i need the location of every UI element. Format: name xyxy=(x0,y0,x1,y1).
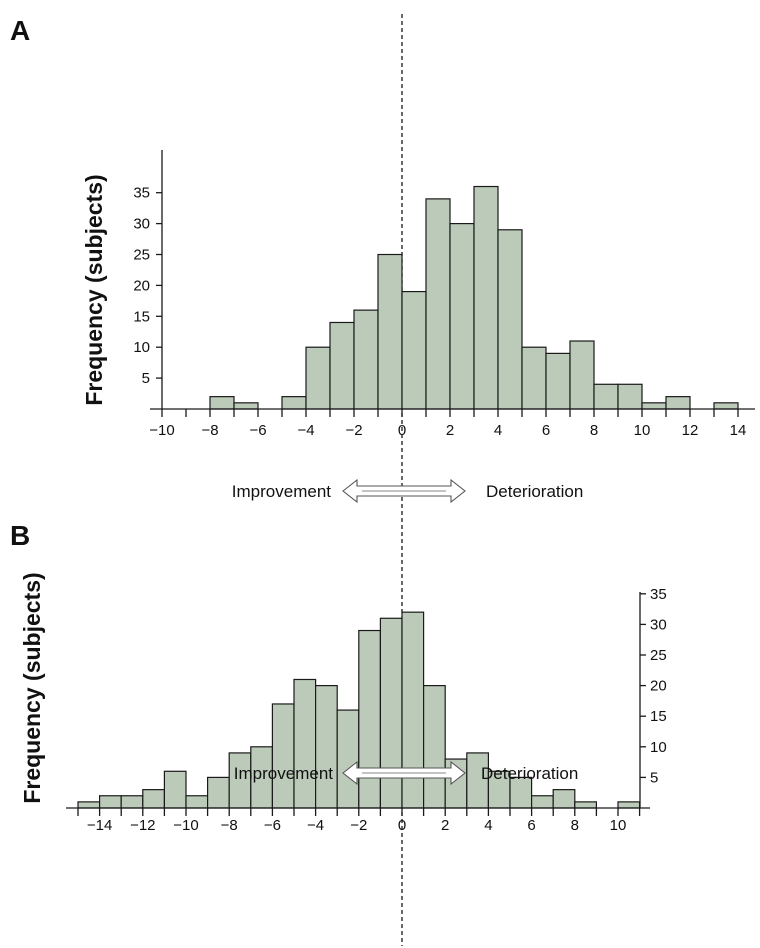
panel-b-y-tick-label: 15 xyxy=(650,708,667,725)
panel-a-x-tick-label: −2 xyxy=(345,422,362,439)
panel-a-y-tick-label: 5 xyxy=(142,370,150,387)
panel-a-bar xyxy=(497,229,523,410)
panel-a-bar xyxy=(281,396,307,410)
panel-b-bar xyxy=(358,629,381,809)
panel-a-bar xyxy=(449,223,475,410)
panel-a-x-tick-label: 6 xyxy=(542,422,550,439)
panel-b-bar xyxy=(401,611,425,809)
panel-b-x-tick-label: 8 xyxy=(571,817,579,834)
panel-b-bar xyxy=(142,789,166,809)
panel-b-bar xyxy=(120,795,144,809)
panel-a-y-tick-label: 30 xyxy=(133,216,150,233)
panel-b-y-tick-label: 20 xyxy=(650,678,667,695)
panel-a-x-tick-label: −8 xyxy=(201,422,218,439)
panel-a-bar xyxy=(305,346,331,410)
panel-a-y-tick-label: 20 xyxy=(133,277,150,294)
panel-a-bar xyxy=(593,383,619,410)
panel-b-y-tick-label: 5 xyxy=(650,769,658,786)
panel-a-bar xyxy=(545,352,571,410)
panel-b-bar xyxy=(336,709,360,809)
panel-a-bar xyxy=(521,346,547,410)
panel-a: A Frequency (subjects) −10 −8 −6 −4 −2 0 2 4 6 8 1… xyxy=(10,15,755,504)
panel-a-bar xyxy=(401,290,427,410)
panel-b-x-tick-label: −14 xyxy=(87,817,112,834)
panel-b-x-tick-label: −8 xyxy=(221,817,238,834)
panel-b-bar xyxy=(207,776,230,809)
panel-a-x-tick-label: 8 xyxy=(590,422,598,439)
panel-a-x-tick-label: 2 xyxy=(446,422,454,439)
panel-b-x-tick-label: −10 xyxy=(173,817,198,834)
panel-a-x-tick-label: 14 xyxy=(730,422,747,439)
panel-a-x-tick-label: 0 xyxy=(398,422,406,439)
panel-b-bar xyxy=(530,795,554,809)
panel-b-bar xyxy=(379,617,403,809)
panel-b-x-tick-label: 2 xyxy=(441,817,449,834)
panel-a-axes: −10−8−6−4−202468101214165101520253035 xyxy=(133,150,755,439)
panel-a-bars xyxy=(209,185,739,410)
panel-a-bar xyxy=(233,402,259,410)
panel-a-bar xyxy=(329,321,355,410)
panel-a-bar xyxy=(209,396,235,410)
panel-a-letter: A xyxy=(10,15,30,46)
panel-a-ylabel: Frequency (subjects) xyxy=(81,174,107,405)
panel-a-improvement-label: Improvement xyxy=(232,482,331,501)
panel-b-bar xyxy=(617,801,641,809)
panel-a-bar xyxy=(713,402,739,410)
panel-a-x-tick-label: 12 xyxy=(682,422,699,439)
panel-b-y-tick-label: 30 xyxy=(650,616,667,633)
panel-b-bar xyxy=(423,684,446,809)
panel-b-bar xyxy=(185,795,209,809)
panel-b-bar xyxy=(293,678,317,809)
panel-a-x-tick-label: −4 xyxy=(297,422,314,439)
panel-a-deterioration-label: Deterioration xyxy=(486,482,583,501)
panel-b-x-tick-label: 6 xyxy=(527,817,535,834)
panel-b-y-tick-label: 10 xyxy=(650,739,667,756)
panel-b-axes: −14 −12 −10 −8 −6 −4 −2 0 2 4 6 8 10 5 10 15 20 25 30 35 xyxy=(66,586,667,834)
panel-b-bar xyxy=(315,684,338,809)
panel-b-deterioration-label: Deterioration xyxy=(481,764,578,783)
panel-a-bar xyxy=(641,402,667,410)
panel-b-bar xyxy=(98,795,122,809)
panel-a-x-tick-label: −6 xyxy=(249,422,266,439)
panel-b-bar xyxy=(552,789,576,809)
panel-b-x-tick-label: −6 xyxy=(264,817,281,834)
panel-a-y-tick-label: 25 xyxy=(133,247,150,264)
panel-a-x-tick-label: −10 xyxy=(149,422,174,439)
panel-b-letter: B xyxy=(10,520,30,551)
panel-b-bar xyxy=(271,703,295,809)
panel-a-x-tick-label: 10 xyxy=(634,422,651,439)
panel-b-y-tick-label: 35 xyxy=(650,586,667,603)
panel-b-ylabel: Frequency (subjects) xyxy=(19,572,45,803)
panel-b-improvement-label: Improvement xyxy=(234,764,333,783)
panel-b-bar xyxy=(574,801,597,809)
panel-a-x-tick-label: 4 xyxy=(494,422,502,439)
panel-a-bar xyxy=(353,309,379,410)
panel-a-bar xyxy=(569,340,595,410)
panel-b-x-tick-label: 0 xyxy=(398,817,406,834)
panel-b-x-tick-label: −4 xyxy=(307,817,324,834)
panel-a-bar xyxy=(377,253,403,410)
panel-b-bars xyxy=(77,611,641,809)
panel-a-bar xyxy=(473,185,499,410)
panel-b-bar xyxy=(163,770,187,809)
panel-b: B Frequency (subjects) −14 −12 −10 −8 −6 −4 −2… xyxy=(10,520,667,834)
panel-b-x-tick-label: 4 xyxy=(484,817,492,834)
panel-a-bar xyxy=(425,198,451,410)
panel-b-x-tick-label: 10 xyxy=(610,817,627,834)
panel-b-bar xyxy=(77,801,101,809)
panel-b-direction: Improvement Deterioration xyxy=(234,760,578,786)
panel-b-x-tick-label: −12 xyxy=(130,817,155,834)
panel-a-y-tick-label: 10 xyxy=(133,339,150,356)
panel-b-x-tick-label: −2 xyxy=(350,817,367,834)
panel-a-y-tick-label: 35 xyxy=(133,185,150,202)
panel-a-y-tick-label: 15 xyxy=(133,308,150,325)
panel-a-direction: Improvement Deterioration xyxy=(232,478,583,504)
panel-b-y-tick-label: 25 xyxy=(650,647,667,664)
panel-a-bar xyxy=(665,396,691,410)
panel-a-bar xyxy=(617,383,643,410)
